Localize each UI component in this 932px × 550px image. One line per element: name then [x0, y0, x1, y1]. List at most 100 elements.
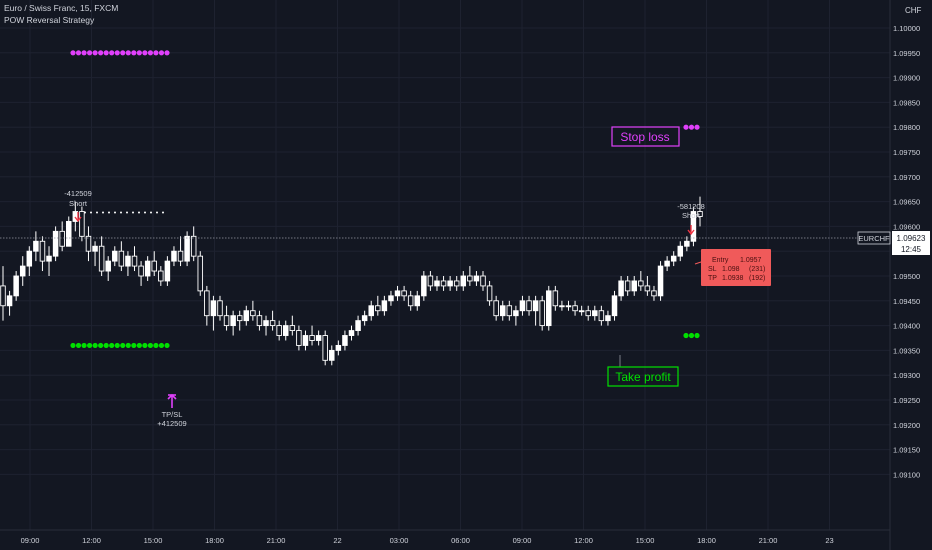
annotations	[74, 212, 702, 408]
price-tick-label: 1.09100	[893, 470, 920, 479]
price-tick-label: 1.09300	[893, 371, 920, 380]
candle-body	[440, 280, 447, 287]
short1-label: Short	[69, 199, 88, 208]
short-arrow-head	[74, 216, 82, 223]
entry-line-dot	[144, 211, 146, 214]
candle-body	[26, 250, 33, 267]
take-profit-dot	[136, 342, 142, 349]
take-profit-dot	[109, 342, 115, 349]
entry-line-dot	[96, 211, 98, 214]
candle-body	[0, 285, 6, 307]
candle-body	[677, 245, 684, 257]
short2-label: Short	[682, 211, 701, 220]
entry-line-dot	[126, 211, 128, 214]
candle-body	[223, 315, 230, 327]
candle-body	[210, 300, 217, 317]
stop-loss-dot	[75, 50, 82, 56]
candle-body	[6, 295, 13, 307]
candle-body	[177, 250, 184, 262]
price-tick-label: 1.09800	[893, 123, 920, 132]
candle-body	[46, 255, 52, 262]
time-tick-label: 18:00	[697, 536, 716, 545]
candle-body	[92, 245, 98, 252]
entry-line-dot	[132, 211, 134, 214]
stop-loss-dot	[70, 50, 76, 56]
candle-body	[421, 275, 427, 297]
trade-tp-pips: (192)	[749, 275, 765, 282]
take-profit-dot	[158, 342, 165, 349]
candle-body	[355, 320, 361, 332]
candle-body	[453, 280, 460, 287]
stop-loss-dot	[81, 50, 87, 56]
entry-line-dot	[120, 211, 122, 214]
candle-body	[131, 255, 138, 267]
candle-body	[605, 315, 611, 322]
price-tick-label: 1.09750	[893, 148, 920, 157]
trade-tp-label: TP	[708, 275, 717, 282]
take-profit-dot	[75, 342, 82, 349]
candle-body	[302, 335, 309, 346]
candles	[0, 196, 703, 366]
take-profit-dot	[688, 332, 695, 339]
indicator-title[interactable]: POW Reversal Strategy	[4, 15, 95, 25]
trade-sl-pips: (231)	[749, 266, 765, 273]
candle-body	[684, 240, 690, 247]
candle-body	[559, 305, 565, 308]
candle-body	[407, 295, 414, 307]
time-tick-label: 21:00	[267, 536, 286, 545]
candle-body	[335, 344, 342, 351]
candle-body	[414, 295, 421, 307]
entry-line-dot	[114, 211, 116, 214]
candle-body	[85, 235, 92, 252]
candle-body	[322, 335, 328, 361]
candle-body	[256, 315, 263, 327]
price-tick-label: 1.09700	[893, 173, 920, 182]
symbol-tag-text: EURCHF	[858, 234, 890, 243]
price-tick-label: 1.09350	[893, 346, 920, 355]
candle-body	[125, 255, 131, 267]
candle-body	[539, 300, 545, 327]
candle-body	[52, 230, 59, 257]
symbol-title[interactable]: Euro / Swiss Franc, 15, FXCM	[4, 3, 119, 13]
time-axis-ticks[interactable]: 09:00 12:00 15:00 18:00 21:00 22 03:00 06:00 09:…	[21, 536, 834, 545]
candle-body	[578, 310, 585, 313]
price-tick-label: 1.09950	[893, 49, 920, 58]
candle-body	[138, 265, 144, 277]
trade-entry-value: 1.0957	[740, 257, 762, 264]
candle-body	[171, 250, 177, 262]
candle-body	[644, 285, 651, 292]
candle-body	[243, 310, 250, 322]
take-profit-dot	[125, 342, 131, 349]
time-tick-label: 15:00	[636, 536, 655, 545]
candle-body	[519, 300, 526, 312]
short1-value: -412509	[64, 189, 92, 198]
candle-body	[394, 290, 401, 297]
candle-body	[434, 280, 440, 287]
take-profit-dot	[164, 342, 170, 349]
entry-line-dot	[108, 211, 110, 214]
time-tick-label: 18:00	[205, 536, 224, 545]
candle-body	[236, 315, 243, 322]
take-profit-dot	[103, 342, 109, 349]
candle-body	[638, 280, 644, 287]
candle-body	[592, 310, 598, 317]
price-tick-label: 1.09600	[893, 222, 920, 231]
price-tick-label: 1.09500	[893, 272, 920, 281]
time-tick-label: 09:00	[21, 536, 40, 545]
stop-loss-dot	[103, 50, 109, 56]
price-tick-label: 1.09400	[893, 322, 920, 331]
candle-body	[375, 305, 381, 312]
time-tick-label: 09:00	[513, 536, 532, 545]
candle-body	[105, 260, 111, 272]
candle-body	[230, 315, 236, 327]
symbol-tag	[857, 231, 891, 245]
time-tick-label: 15:00	[144, 536, 163, 545]
candle-body	[572, 305, 578, 312]
tp-sl-value: +412509	[157, 419, 186, 428]
entry-line-dot	[102, 211, 104, 214]
candle-body	[493, 300, 499, 317]
candle-body	[611, 295, 618, 317]
take-profit-label: Take profit	[615, 370, 671, 384]
candle-body	[651, 290, 657, 297]
